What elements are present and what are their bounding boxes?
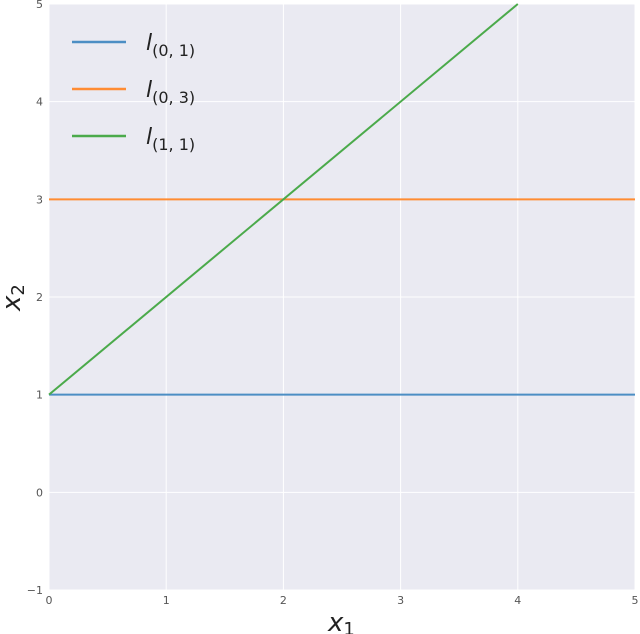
- x-tick-label: 4: [514, 594, 521, 607]
- legend-label-0: l(0, 1): [146, 31, 195, 60]
- y-tick-label: 1: [36, 389, 43, 402]
- y-axis-label-group: x2: [0, 284, 29, 312]
- x-tick-label: 3: [397, 594, 404, 607]
- y-tick-label: 4: [36, 96, 43, 109]
- y-tick-label: 2: [36, 291, 43, 304]
- x-axis-label: x1: [327, 608, 355, 634]
- y-tick-label: −1: [27, 584, 43, 597]
- y-tick-label: 3: [36, 193, 43, 206]
- y-tick-label: 0: [36, 486, 43, 499]
- y-axis-label: x2: [0, 284, 29, 312]
- x-tick-label: 2: [280, 594, 287, 607]
- x-tick-label: 1: [163, 594, 170, 607]
- series-line-2: [48, 3, 519, 396]
- legend-label-2: l(1, 1): [146, 125, 195, 154]
- x-tick-label: 0: [46, 594, 53, 607]
- x-tick-label: 5: [632, 594, 639, 607]
- legend-label-1: l(0, 3): [146, 78, 195, 107]
- y-tick-label: 5: [36, 0, 43, 11]
